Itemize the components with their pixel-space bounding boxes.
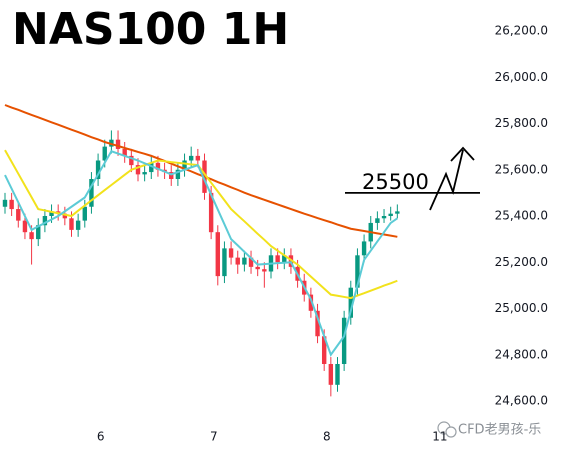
candle-body [195,155,201,161]
candle-body [208,192,214,233]
x-tick-label: 11 [432,430,447,444]
watermark: CFD老男孩-乐 [458,423,541,438]
candle-body [75,220,81,230]
y-tick-label: 25,800.0 [495,116,548,130]
moving-average [4,150,398,357]
y-tick-label: 26,000.0 [495,70,548,84]
moving-average [4,149,398,300]
candle-body [262,269,267,272]
candle-body [62,213,68,219]
candle-body [215,232,220,277]
candle-body [169,172,174,179]
y-tick-label: 26,200.0 [495,24,548,38]
level-label: 25500 [362,170,429,194]
candle-body [36,225,41,240]
candle-body [102,146,107,161]
x-tick-label: 6 [97,430,105,444]
candle-body [228,248,234,258]
candle-body [321,336,327,364]
candle-body [341,317,347,364]
watermark-icon [437,421,457,438]
candle-body [175,169,181,179]
candle-body [188,155,194,161]
plot-area [2,104,400,397]
candle-body [182,160,187,170]
candle-body [2,199,8,207]
candle-body [49,211,54,216]
candle-body [122,148,127,156]
y-tick-label: 24,800.0 [495,347,548,361]
candle-body [142,172,147,175]
candle-body [115,139,121,149]
candle-body [348,287,353,318]
candle-body [222,248,227,277]
candle-body [242,257,247,265]
candle-body [89,179,94,207]
candle-body [149,162,154,173]
candle-body [255,266,260,270]
candle-body [82,206,87,221]
candle-body [135,165,141,175]
candle-body [29,232,34,240]
y-tick-label: 25,200.0 [495,255,548,269]
y-tick-label: 25,000.0 [495,301,548,315]
candle-body [22,220,28,233]
candle-body [155,162,161,170]
candle-body [335,364,340,385]
candle-body [282,255,287,263]
candle-body [42,216,48,226]
candle-body [275,255,280,263]
candle-body [395,211,400,214]
candle-body [9,199,14,210]
x-tick-label: 7 [210,430,218,444]
candle-body [328,364,334,385]
candle-body [235,257,240,265]
candle-body [361,241,367,256]
y-tick-label: 25,400.0 [495,209,548,223]
x-tick-label: 8 [323,430,331,444]
candle-body [388,213,393,216]
candle-body [381,216,387,219]
y-tick-label: 24,600.0 [495,394,548,408]
candle-body [69,218,74,230]
candle-body [355,255,360,288]
candle-body [16,209,21,221]
y-tick-label: 25,600.0 [495,162,548,176]
candle-body [248,257,254,267]
candle-body [375,218,380,223]
candle-body [315,310,320,337]
arrow [429,146,475,211]
candle-body [308,294,314,311]
candle-body [129,155,134,166]
chart-title: NAS100 1H [12,4,289,55]
candle-body [95,160,101,179]
moving-average [4,104,398,238]
